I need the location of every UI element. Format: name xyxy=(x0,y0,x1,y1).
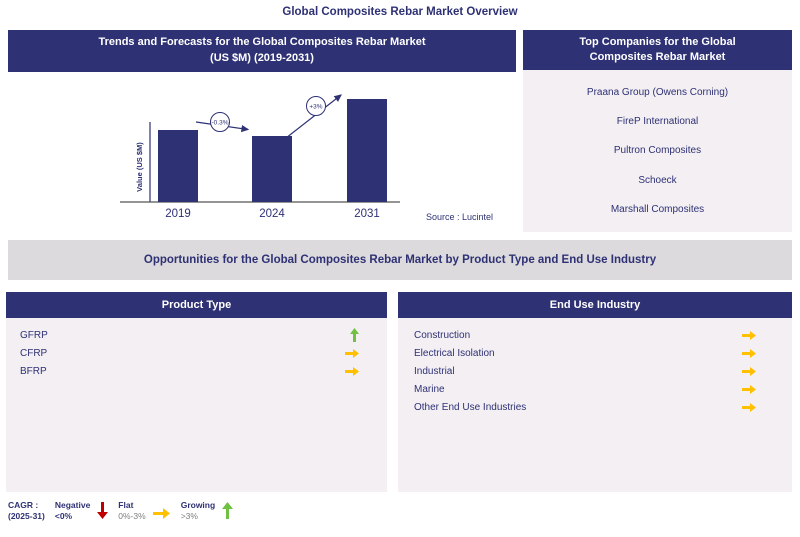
cagr-legend: CAGR : (2025-31) Negative <0% Flat 0%-3%… xyxy=(8,500,234,522)
flat-right-arrow-icon xyxy=(742,348,756,358)
trends-title-line2: (US $M) (2019-2031) xyxy=(210,52,314,64)
legend-range: 0%-3% xyxy=(118,511,146,522)
top-companies-title-line2: Composites Rebar Market xyxy=(589,51,726,63)
cagr-circle-2019-2024 xyxy=(210,112,230,132)
end-use-panel: End Use Industry Construction Electrical… xyxy=(398,292,792,492)
bar-2019 xyxy=(158,130,198,202)
list-item-label: Other End Use Industries xyxy=(414,401,527,413)
list-item-label: Industrial xyxy=(414,365,455,377)
top-companies-title-line1: Top Companies for the Global xyxy=(579,35,736,48)
cagr-legend-title: CAGR : (2025-31) xyxy=(8,500,45,522)
legend-label: Negative xyxy=(54,500,91,510)
legend-label: Flat xyxy=(118,500,134,510)
opportunities-band: Opportunities for the Global Composites … xyxy=(8,240,792,280)
legend-range: <0% xyxy=(54,511,73,522)
source-note: Source : Lucintel xyxy=(426,212,494,222)
y-axis-label: Value (US $M) xyxy=(135,142,144,192)
company-item: Praana Group (Owens Corning) xyxy=(586,87,729,99)
list-item: Electrical Isolation xyxy=(398,344,792,362)
legend-entry-negative: Negative <0% xyxy=(54,500,109,522)
top-companies-list: Praana Group (Owens Corning) FireP Inter… xyxy=(523,70,792,232)
end-use-list: Construction Electrical Isolation Indust… xyxy=(398,318,792,492)
trends-title-line1: Trends and Forecasts for the Global Comp… xyxy=(98,36,426,49)
bar-2031 xyxy=(347,99,387,202)
list-item: Industrial xyxy=(398,362,792,380)
list-item: Marine xyxy=(398,380,792,398)
x-tick-2024: 2024 xyxy=(259,208,285,220)
list-item-label: GFRP xyxy=(20,329,48,341)
flat-right-arrow-icon xyxy=(742,402,756,412)
cagr-label-2024-2031: +3% xyxy=(309,104,322,111)
bar-2024 xyxy=(252,136,292,202)
list-item-label: Marine xyxy=(414,383,445,395)
list-item: Construction xyxy=(398,326,792,344)
legend-label: Growing xyxy=(180,500,216,510)
product-type-header: Product Type xyxy=(6,292,387,318)
product-type-panel: Product Type GFRP CFRP BFRP xyxy=(6,292,387,492)
list-item-label: Construction xyxy=(414,329,471,341)
cagr-circle-2024-2031 xyxy=(306,96,326,116)
flat-right-arrow-icon xyxy=(345,348,359,358)
list-item: Other End Use Industries xyxy=(398,398,792,416)
list-item: BFRP xyxy=(6,362,387,380)
end-use-header: End Use Industry xyxy=(398,292,792,318)
company-item: Schoeck xyxy=(638,174,677,186)
cagr-label-2019-2024: -0.3% xyxy=(212,120,229,127)
x-tick-2031: 2031 xyxy=(354,208,380,220)
x-tick-2019: 2019 xyxy=(165,208,191,220)
flat-right-arrow-icon xyxy=(742,330,756,340)
flat-right-arrow-icon xyxy=(152,506,171,519)
list-item: CFRP xyxy=(6,344,387,362)
trends-panel-header: Trends and Forecasts for the Global Comp… xyxy=(8,30,516,72)
legend-range: >3% xyxy=(180,511,198,522)
legend-entry-flat: Flat 0%-3% xyxy=(118,500,170,522)
flat-right-arrow-icon xyxy=(742,366,756,376)
legend-entry-growing: Growing >3% xyxy=(180,500,234,522)
company-item: FireP International xyxy=(616,116,699,128)
list-item-label: Electrical Isolation xyxy=(414,347,495,359)
growing-up-arrow-icon xyxy=(350,328,359,342)
top-companies-header: Top Companies for the Global Composites … xyxy=(523,30,792,70)
company-item: Marshall Composites xyxy=(610,203,705,215)
bar-chart: 2019 2024 2031 Value (US $M) -0.3% +3% xyxy=(120,94,400,220)
list-item-label: CFRP xyxy=(20,347,48,359)
flat-right-arrow-icon xyxy=(345,366,359,376)
cagr-legend-line2: (2025-31) xyxy=(8,511,45,522)
product-type-list: GFRP CFRP BFRP xyxy=(6,318,387,492)
flat-right-arrow-icon xyxy=(742,384,756,394)
list-item: GFRP xyxy=(6,326,387,344)
company-item: Pultron Composites xyxy=(613,145,702,157)
growing-up-arrow-icon xyxy=(222,500,234,520)
negative-down-arrow-icon xyxy=(97,500,109,520)
cagr-arrow-2024-2031 xyxy=(285,94,342,139)
cagr-legend-line1: CAGR : xyxy=(8,500,39,510)
page-title: Global Composites Rebar Market Overview xyxy=(282,6,518,18)
list-item-label: BFRP xyxy=(20,365,47,377)
trends-panel: Trends and Forecasts for the Global Comp… xyxy=(8,30,516,237)
top-companies-panel: Top Companies for the Global Composites … xyxy=(523,30,792,232)
